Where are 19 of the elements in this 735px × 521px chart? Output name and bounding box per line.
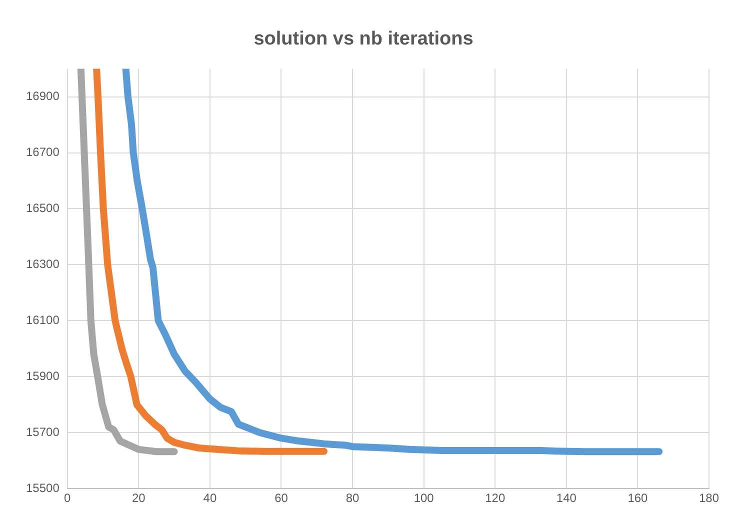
x-tick-label: 180 — [698, 491, 720, 506]
y-tick-label: 16700 — [26, 145, 60, 160]
y-tick-label: 16500 — [26, 201, 60, 216]
x-tick-label: 20 — [132, 491, 146, 506]
x-tick-label: 140 — [556, 491, 577, 506]
y-tick-label: 15900 — [26, 368, 60, 383]
x-tick-label: 80 — [346, 491, 360, 506]
x-tick-label: 60 — [274, 491, 288, 506]
x-tick-label: 0 — [64, 491, 72, 506]
y-tick-label: 16100 — [26, 312, 60, 327]
y-tick-label: 15500 — [26, 480, 60, 495]
y-tick-label: 16900 — [26, 89, 60, 104]
y-tick-label: 15700 — [26, 424, 60, 439]
y-tick-label: 16300 — [26, 257, 60, 272]
x-tick-label: 120 — [485, 491, 506, 506]
x-tick-label: 160 — [628, 491, 648, 506]
x-tick-label: 40 — [203, 491, 217, 506]
chart-title: solution vs nb iterations — [254, 28, 474, 50]
x-tick-label: 100 — [414, 491, 434, 506]
